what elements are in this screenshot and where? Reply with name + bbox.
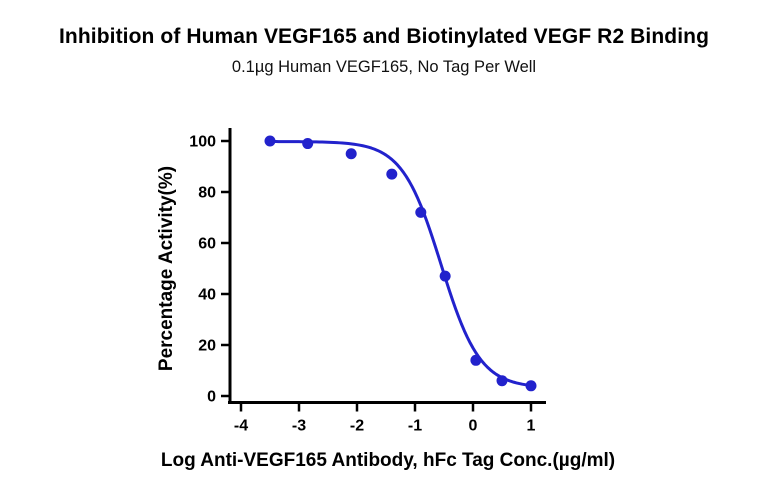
x-tick-label: 0: [469, 418, 478, 435]
data-point: [470, 354, 482, 366]
fit-curve: [265, 140, 533, 387]
y-tick-label: 20: [198, 338, 216, 355]
y-tick-label: 60: [198, 236, 216, 253]
y-axis-title: Percentage Activity(%): [156, 166, 177, 371]
data-point: [345, 148, 357, 160]
data-point: [496, 375, 508, 387]
data-point: [386, 168, 398, 180]
y-tick-label: 100: [189, 134, 216, 151]
y-tick-label: 40: [198, 287, 216, 304]
x-tick-label: -2: [350, 418, 364, 435]
data-point: [439, 270, 451, 282]
x-tick-label: 1: [527, 418, 536, 435]
chart-title: Inhibition of Human VEGF165 and Biotinyl…: [58, 25, 710, 48]
x-tick-label: -4: [234, 418, 248, 435]
data-point: [525, 380, 537, 392]
data-point: [415, 206, 427, 218]
data-point: [264, 135, 276, 147]
y-tick-label: 80: [198, 185, 216, 202]
x-tick-label: -1: [408, 418, 422, 435]
chart-subtitle: 0.1µg Human VEGF165, No Tag Per Well: [231, 58, 537, 76]
data-point: [302, 138, 314, 150]
y-tick-label: 0: [207, 389, 216, 406]
x-tick-label: -3: [292, 418, 306, 435]
x-axis-title: Log Anti-VEGF165 Antibody, hFc Tag Conc.…: [161, 450, 615, 471]
